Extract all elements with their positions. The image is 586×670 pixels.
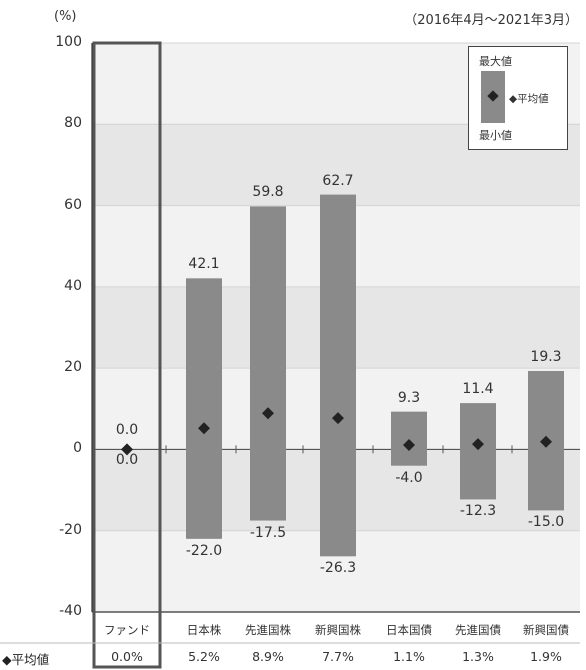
average-marker: [472, 438, 484, 451]
max-value-label: 0.0: [115, 422, 139, 439]
average-marker: [121, 443, 133, 456]
y-tick-label: 0: [73, 440, 82, 457]
y-tick-label: 100: [55, 34, 82, 50]
average-value-label: 7.7%: [322, 649, 354, 664]
min-value-label: -22.0: [185, 542, 223, 559]
y-tick-label: 40: [64, 277, 82, 294]
y-tick-label: 20: [64, 359, 82, 376]
range-bar: [460, 403, 496, 500]
legend-average-label: ◆平均値: [509, 93, 549, 105]
min-value-label: 0.0: [115, 452, 139, 469]
category-label: 先進国債: [455, 623, 501, 637]
average-marker: [198, 422, 210, 435]
min-value-label: -12.3: [459, 503, 497, 520]
max-value-label: 59.8: [252, 184, 284, 201]
y-tick-label: -20: [59, 521, 82, 538]
average-marker: [262, 407, 274, 420]
average-value-label: 1.3%: [462, 649, 494, 664]
legend: 最大値 ◆平均値 最小値: [468, 46, 568, 150]
max-value-label: 62.7: [322, 172, 354, 189]
category-label: 先進国株: [245, 623, 291, 637]
average-value-label: 8.9%: [252, 649, 284, 664]
min-value-label: -4.0: [395, 469, 423, 486]
range-bar: [250, 206, 286, 521]
average-value-label: 0.0%: [111, 649, 143, 664]
min-value-label: -15.0: [527, 514, 565, 531]
max-value-label: 42.1: [188, 256, 220, 273]
category-label: 日本株: [186, 623, 222, 637]
category-label: 日本国債: [386, 623, 432, 637]
min-value-label: -26.3: [319, 560, 357, 577]
average-value-label: 1.1%: [393, 649, 425, 664]
range-bar: [391, 411, 427, 466]
category-label: ファンド: [104, 623, 150, 637]
average-marker: [332, 412, 344, 425]
range-bar: [186, 278, 222, 539]
average-marker: [540, 435, 552, 448]
category-label: 新興国株: [315, 623, 361, 637]
average-value-label: 5.2%: [188, 649, 220, 664]
category-label: 新興国債: [523, 623, 569, 637]
y-tick-label: 60: [64, 196, 82, 213]
average-value-label: 1.9%: [530, 649, 562, 664]
legend-min-label: 最小値: [479, 129, 512, 142]
y-tick-label: -40: [59, 603, 82, 619]
max-value-label: 11.4: [462, 381, 494, 398]
y-unit-label: (%): [54, 9, 77, 24]
legend-max-label: 最大値: [479, 55, 512, 68]
min-value-label: -17.5: [249, 524, 287, 541]
max-value-label: 19.3: [530, 348, 562, 365]
average-marker: [403, 438, 415, 451]
y-tick-label: 80: [64, 115, 82, 132]
period-label: （2016年4月〜2021年3月）: [404, 13, 578, 28]
range-bar: [320, 194, 356, 557]
fund-highlight-frame: [92, 41, 162, 669]
average-row-label: ◆平均値: [2, 652, 50, 667]
max-value-label: 9.3: [397, 389, 421, 406]
